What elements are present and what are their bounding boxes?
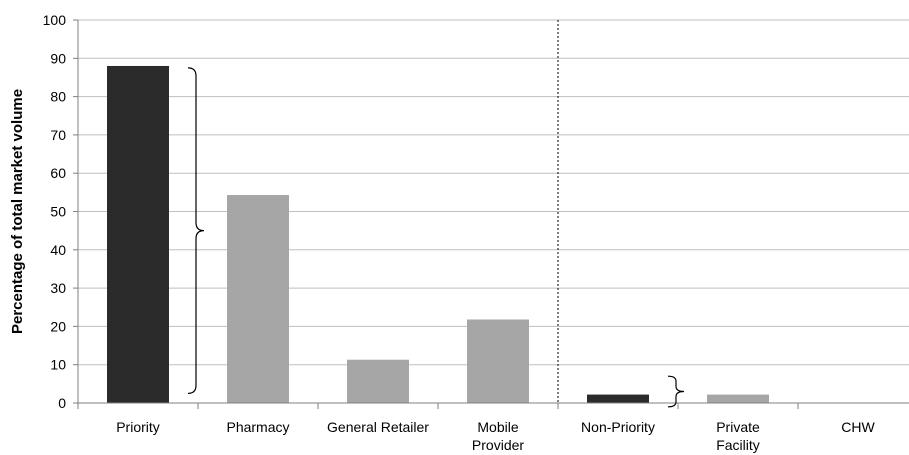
y-tick-label: 40 (50, 242, 66, 258)
y-tick-label: 20 (50, 318, 66, 334)
x-tick-label: Pharmacy (226, 419, 289, 435)
curly-brace-annotation (667, 375, 685, 408)
grid-lines (78, 19, 909, 366)
y-tick-label: 80 (50, 89, 66, 105)
bars (107, 65, 769, 404)
y-tick-label: 100 (43, 12, 67, 28)
x-tick-label: Mobile (477, 419, 518, 435)
bar (227, 195, 289, 403)
x-tick-label: Provider (472, 437, 524, 453)
bar (467, 319, 529, 403)
y-tick-label: 70 (50, 127, 66, 143)
y-tick-label: 0 (58, 395, 66, 411)
y-tick-label: 30 (50, 280, 66, 296)
x-tick-label: Priority (116, 419, 160, 435)
curly-brace-annotation (187, 67, 205, 395)
x-tick-label: General Retailer (327, 419, 429, 435)
bar (347, 359, 409, 403)
x-tick-label: CHW (841, 419, 875, 435)
y-axis-ticks: 0 10 20 30 40 50 60 70 80 90 100 (43, 12, 78, 411)
bar (107, 65, 169, 404)
x-tick-label: Private (716, 419, 760, 435)
bar (587, 394, 649, 403)
x-tick-label: Non-Priority (581, 419, 655, 435)
y-tick-label: 10 (50, 357, 66, 373)
x-axis-labels: Priority Pharmacy General Retailer Mobile Pr… (116, 419, 875, 453)
y-tick-label: 90 (50, 50, 66, 66)
annotations (187, 20, 685, 408)
x-axis (77, 20, 909, 409)
bar (707, 394, 769, 403)
y-axis-title: Percentage of total market volume (9, 89, 26, 334)
y-tick-label: 60 (50, 165, 66, 181)
y-tick-label: 50 (50, 204, 66, 220)
x-tick-label: Facility (716, 437, 760, 453)
